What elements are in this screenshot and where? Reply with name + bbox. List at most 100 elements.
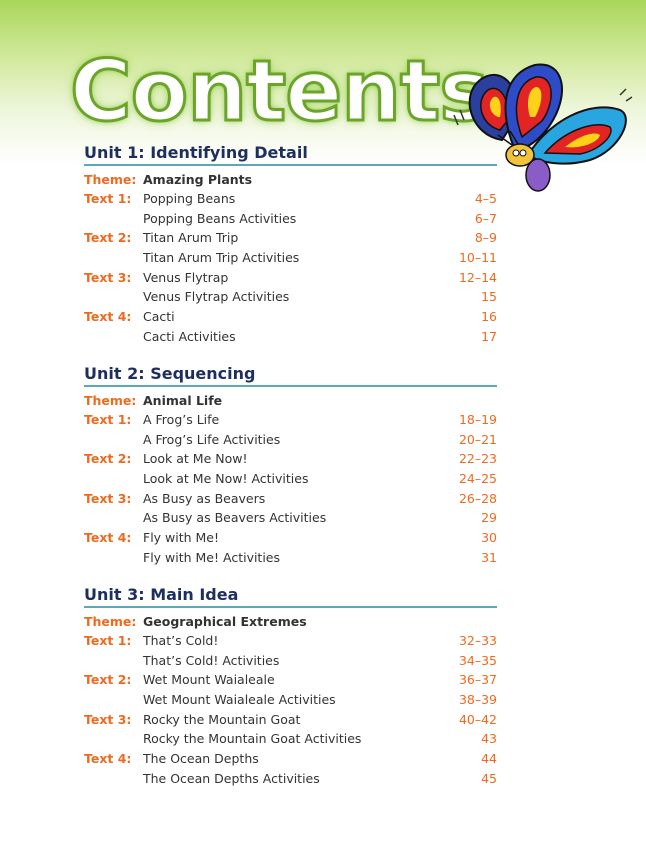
entry-title: A Frog’s Life Activities	[143, 431, 281, 447]
text-label: Text 1:	[84, 412, 132, 427]
text-label: Text 1:	[84, 633, 132, 648]
toc-entry[interactable]: Text 2: Wet Mount Waialeale 36–37	[84, 671, 497, 689]
toc-entry[interactable]: Text 1: Popping Beans 4–5	[84, 190, 497, 208]
theme-label: Theme:	[84, 614, 137, 629]
text-label: Text 3:	[84, 711, 132, 727]
theme-row: Theme: Geographical Extremes	[84, 613, 497, 631]
entry-title: Fly with Me!	[143, 529, 220, 545]
entry-title: A Frog’s Life	[143, 412, 220, 427]
page-range: 8–9	[474, 230, 497, 246]
page-range: 29	[481, 510, 497, 526]
text-label: Text 4:	[84, 308, 132, 324]
entry-title: Fly with Me! Activities	[143, 549, 281, 565]
entry-title: Look at Me Now! Activities	[143, 470, 309, 486]
toc-entry[interactable]: Text 4: The Ocean Depths 44	[84, 750, 497, 768]
text-label: Text 3:	[84, 490, 132, 506]
entry-title: Rocky the Mountain Goat	[143, 711, 301, 727]
page-range: 30	[481, 529, 497, 545]
text-label: Text 4:	[84, 529, 132, 545]
toc-entry[interactable]: Look at Me Now! Activities 24–25	[84, 470, 497, 488]
toc-entry[interactable]: Text 4: Cacti 16	[84, 308, 497, 326]
toc-entry[interactable]: A Frog’s Life Activities 20–21	[84, 431, 497, 449]
toc-entry[interactable]: As Busy as Beavers Activities 29	[84, 509, 497, 527]
entry-title: As Busy as Beavers Activities	[143, 510, 327, 526]
entry-title: Venus Flytrap Activities	[143, 289, 290, 305]
divider	[84, 606, 497, 608]
page-range: 45	[481, 770, 497, 786]
page-range: 40–42	[458, 711, 497, 727]
toc-entry[interactable]: Popping Beans Activities 6–7	[84, 210, 497, 228]
page-range: 38–39	[458, 691, 497, 707]
entry-title: Cacti	[143, 308, 175, 324]
theme-row: Theme: Animal Life	[84, 392, 497, 410]
page-range: 32–33	[458, 633, 497, 648]
page-range: 17	[481, 328, 497, 344]
entry-title: As Busy as Beavers	[143, 490, 266, 506]
page-range: 34–35	[458, 652, 497, 668]
entry-title: Popping Beans	[143, 191, 236, 206]
text-label: Text 2:	[84, 451, 132, 467]
page-range: 36–37	[458, 672, 497, 688]
page-range: 44	[481, 750, 497, 766]
entry-title: Cacti Activities	[143, 328, 236, 344]
unit-heading: Unit 2: Sequencing	[84, 364, 256, 383]
entry-title: The Ocean Depths Activities	[143, 770, 320, 786]
theme-name: Animal Life	[143, 393, 223, 408]
entry-title: Popping Beans Activities	[143, 210, 297, 226]
page-range: 6–7	[474, 210, 497, 226]
toc-entry[interactable]: Text 2: Titan Arum Trip 8–9	[84, 229, 497, 247]
butterfly-illustration	[453, 63, 633, 192]
page-range: 4–5	[474, 191, 497, 206]
entry-title: Wet Mount Waialeale	[143, 672, 275, 688]
page-range: 24–25	[458, 470, 497, 486]
entry-title: Titan Arum Trip	[143, 230, 239, 246]
entry-title: Venus Flytrap	[143, 269, 229, 285]
toc-entry[interactable]: Text 3: As Busy as Beavers 26–28	[84, 490, 497, 508]
page-range: 18–19	[458, 412, 497, 427]
text-label: Text 3:	[84, 269, 132, 285]
divider	[84, 385, 497, 387]
toc-entry[interactable]: Text 1: That’s Cold! 32–33	[84, 632, 497, 650]
page-range: 16	[481, 308, 497, 324]
page-range: 22–23	[458, 451, 497, 467]
theme-label: Theme:	[84, 393, 137, 408]
theme-row: Theme: Amazing Plants	[84, 171, 497, 189]
divider	[84, 164, 497, 166]
text-label: Text 2:	[84, 672, 132, 688]
toc-entry[interactable]: That’s Cold! Activities 34–35	[84, 652, 497, 670]
toc-entry[interactable]: Venus Flytrap Activities 15	[84, 288, 497, 306]
entry-title: Titan Arum Trip Activities	[143, 249, 300, 265]
toc-entry[interactable]: Text 3: Rocky the Mountain Goat 40–42	[84, 711, 497, 729]
text-label: Text 2:	[84, 230, 132, 246]
text-label: Text 4:	[84, 750, 132, 766]
entry-title: Wet Mount Waialeale Activities	[143, 691, 336, 707]
entry-title: That’s Cold!	[143, 633, 219, 648]
theme-name: Amazing Plants	[143, 172, 253, 187]
theme-name: Geographical Extremes	[143, 614, 307, 629]
page-range: 12–14	[458, 269, 497, 285]
toc-entry[interactable]: Wet Mount Waialeale Activities 38–39	[84, 691, 497, 709]
page-range: 15	[481, 289, 497, 305]
page-range: 26–28	[458, 490, 497, 506]
toc-entry[interactable]: Cacti Activities 17	[84, 328, 497, 346]
unit-heading: Unit 1: Identifying Detail	[84, 143, 308, 162]
page-title: Contents	[68, 41, 490, 142]
text-label: Text 1:	[84, 191, 132, 206]
unit-heading: Unit 3: Main Idea	[84, 585, 239, 604]
toc-entry[interactable]: Fly with Me! Activities 31	[84, 549, 497, 567]
entry-title: That’s Cold! Activities	[143, 652, 280, 668]
entry-title: Rocky the Mountain Goat Activities	[143, 731, 362, 747]
toc-entry[interactable]: Text 3: Venus Flytrap 12–14	[84, 269, 497, 287]
page-range: 31	[481, 549, 497, 565]
toc-entry[interactable]: Titan Arum Trip Activities 10–11	[84, 249, 497, 267]
toc-entry[interactable]: The Ocean Depths Activities 45	[84, 770, 497, 788]
toc-entry[interactable]: Rocky the Mountain Goat Activities 43	[84, 730, 497, 748]
page-range: 20–21	[458, 431, 497, 447]
toc-entry[interactable]: Text 1: A Frog’s Life 18–19	[84, 411, 497, 429]
entry-title: The Ocean Depths	[143, 750, 259, 766]
toc-entry[interactable]: Text 4: Fly with Me! 30	[84, 529, 497, 547]
theme-label: Theme:	[84, 172, 137, 187]
page-range: 43	[481, 731, 497, 747]
page-range: 10–11	[458, 249, 497, 265]
toc-entry[interactable]: Text 2: Look at Me Now! 22–23	[84, 450, 497, 468]
